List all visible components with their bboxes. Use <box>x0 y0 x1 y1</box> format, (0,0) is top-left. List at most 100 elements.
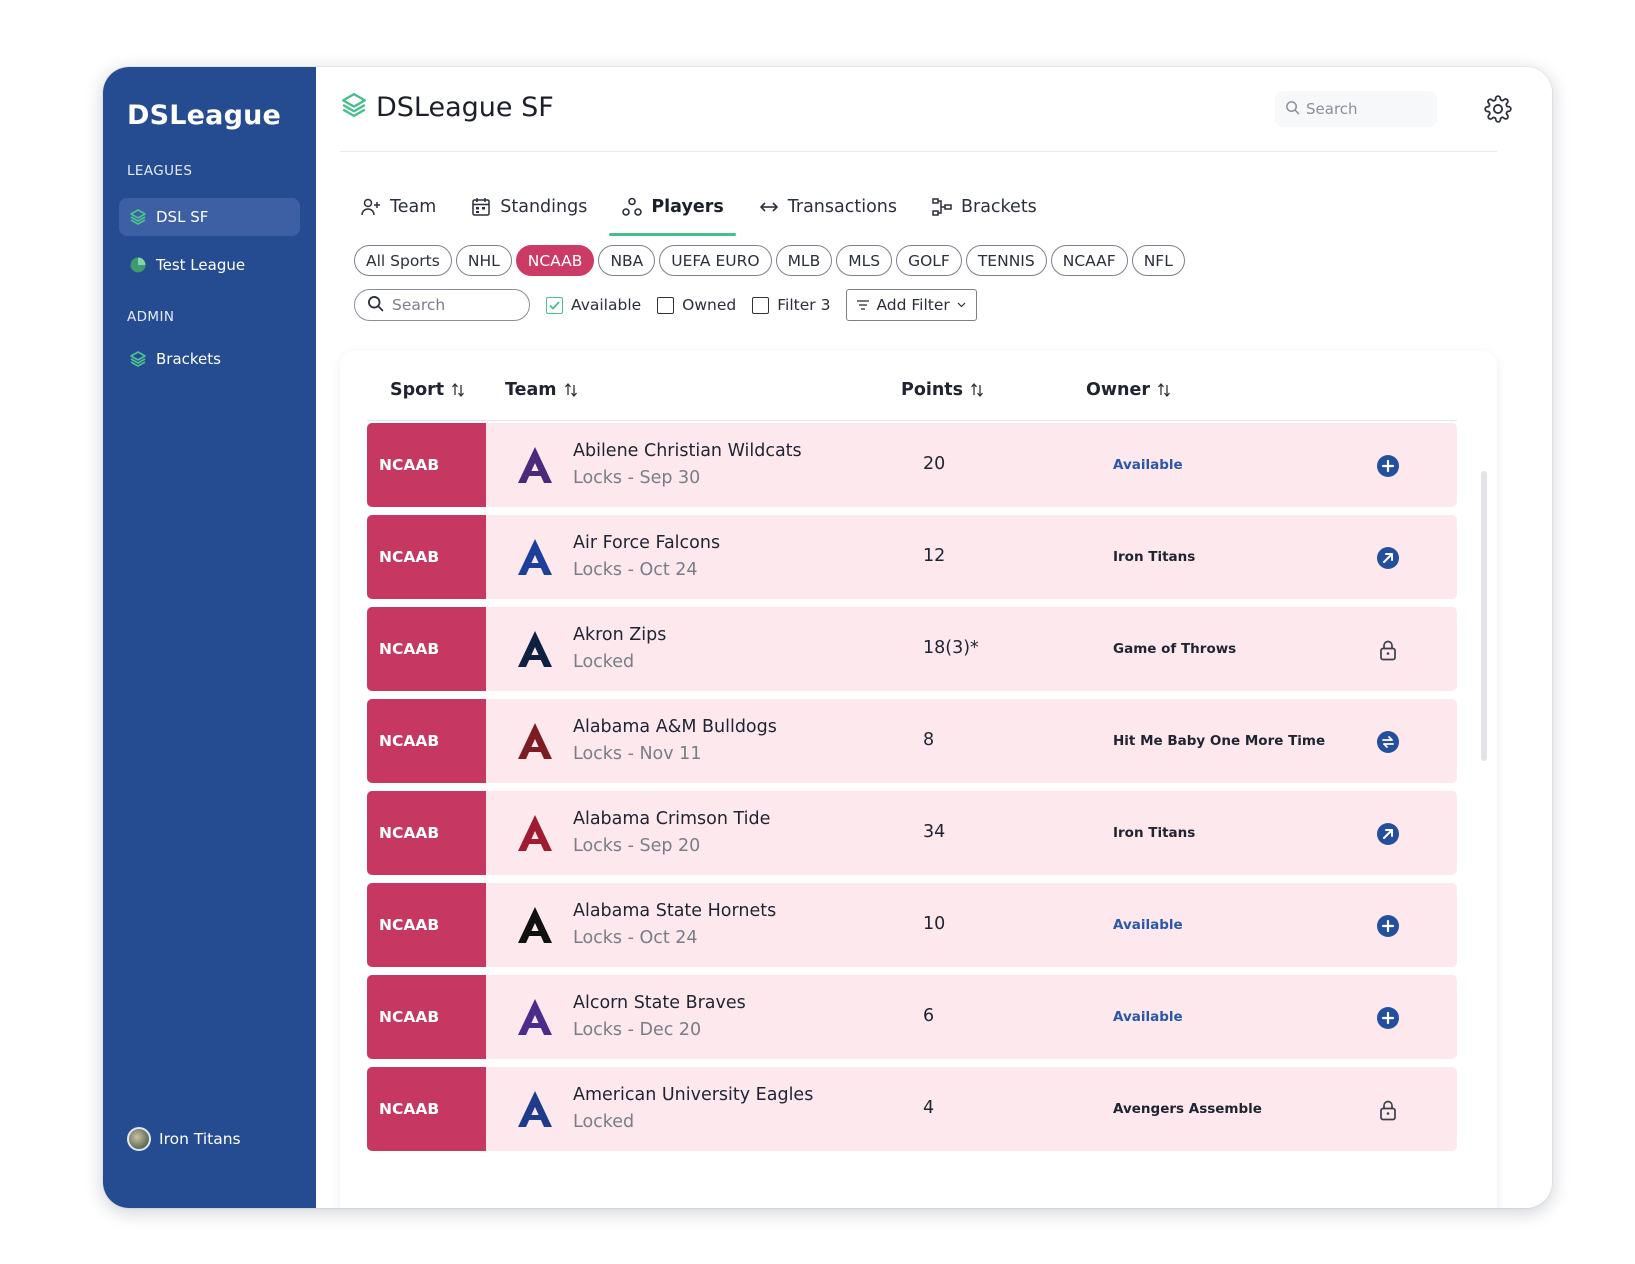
player-search-input[interactable] <box>392 296 512 314</box>
checkbox-label: Available <box>571 296 642 314</box>
page-title: DSLeague SF <box>376 91 554 123</box>
chip-tennis[interactable]: TENNIS <box>965 245 1047 276</box>
table-row[interactable]: NCAAB Alcorn State Braves Locks - Dec 20 6 A… <box>367 975 1457 1059</box>
column-label: Sport <box>390 380 445 400</box>
sport-badge: NCAAB <box>367 1067 486 1151</box>
layers-icon <box>129 350 147 368</box>
owner-name: Hit Me Baby One More Time <box>1113 733 1326 749</box>
header-search[interactable] <box>1275 91 1437 127</box>
tab-brackets[interactable]: Brackets <box>925 185 1043 229</box>
table-row[interactable]: NCAAB Alabama State Hornets Locks - Oct 24… <box>367 883 1457 967</box>
team-logo-icon <box>512 443 558 489</box>
column-header-owner[interactable]: Owner <box>1086 380 1172 400</box>
arrow-up-right-icon[interactable] <box>1376 822 1400 846</box>
layers-icon <box>129 208 147 226</box>
chip-uefa-euro[interactable]: UEFA EURO <box>659 245 772 276</box>
add-icon[interactable] <box>1376 914 1400 938</box>
tab-label: Standings <box>500 197 588 217</box>
player-search[interactable] <box>354 289 530 321</box>
tab-transactions[interactable]: Transactions <box>752 185 903 229</box>
header-search-input[interactable] <box>1306 100 1426 118</box>
team-name: Abilene Christian Wildcats <box>573 441 802 461</box>
arrow-up-right-icon[interactable] <box>1376 546 1400 570</box>
filter3-checkbox[interactable]: Filter 3 <box>752 296 830 314</box>
column-header-points[interactable]: Points <box>901 380 985 400</box>
app-window: DSLeague LEAGUES DSL SF Test League ADMI… <box>103 67 1552 1208</box>
points-value: 8 <box>923 730 935 750</box>
filter-bar: Available Owned Filter 3 Add Filter <box>354 289 977 321</box>
sidebar-item-label: Test League <box>156 256 246 274</box>
table-row[interactable]: NCAAB American University Eagles Locked 4 Av… <box>367 1067 1457 1151</box>
sport-badge: NCAAB <box>367 791 486 875</box>
sidebar-item-dsl-sf[interactable]: DSL SF <box>119 198 300 236</box>
sort-icon <box>563 382 579 398</box>
team-name: Alabama Crimson Tide <box>573 809 771 829</box>
user-name: Iron Titans <box>159 1130 241 1148</box>
search-icon <box>367 295 384 316</box>
tab-team[interactable]: Team <box>354 185 442 229</box>
owner-name[interactable]: Available <box>1113 457 1183 473</box>
points-value: 12 <box>923 546 946 566</box>
table-row[interactable]: NCAAB Air Force Falcons Locks - Oct 24 12 Ir… <box>367 515 1457 599</box>
search-icon <box>1285 100 1300 119</box>
checkbox-icon <box>657 296 675 314</box>
sort-icon <box>1156 382 1172 398</box>
add-icon[interactable] <box>1376 1006 1400 1030</box>
table-row[interactable]: NCAAB Akron Zips Locked 18(3)* Game of Throw… <box>367 607 1457 691</box>
filter-icon <box>857 300 870 310</box>
owned-checkbox[interactable]: Owned <box>657 296 736 314</box>
sidebar-item-brackets[interactable]: Brackets <box>119 340 300 378</box>
chip-ncaaf[interactable]: NCAAF <box>1050 245 1128 276</box>
chip-mls[interactable]: MLS <box>836 245 893 276</box>
lock-icon <box>1376 638 1400 662</box>
sort-icon <box>450 382 466 398</box>
points-value: 4 <box>923 1098 935 1118</box>
scrollbar[interactable] <box>1481 471 1487 761</box>
leagues-section-label: LEAGUES <box>127 163 193 179</box>
sidebar-item-label: Brackets <box>156 350 221 368</box>
admin-section-label: ADMIN <box>127 309 175 325</box>
chip-all-sports[interactable]: All Sports <box>354 245 452 276</box>
add-filter-button[interactable]: Add Filter <box>846 289 977 321</box>
team-name: American University Eagles <box>573 1085 814 1105</box>
tab-label: Transactions <box>787 197 897 217</box>
chip-nfl[interactable]: NFL <box>1131 245 1185 276</box>
sport-badge: NCAAB <box>367 699 486 783</box>
main-content: DSLeague SF Team Standin <box>316 67 1552 1208</box>
team-logo-icon <box>512 719 558 765</box>
column-header-sport[interactable]: Sport <box>390 380 466 400</box>
team-name: Air Force Falcons <box>573 533 721 553</box>
chip-nba[interactable]: NBA <box>598 245 656 276</box>
checkbox-checked-icon <box>546 296 563 314</box>
lock-status: Locks - Oct 24 <box>573 928 698 948</box>
chip-nhl[interactable]: NHL <box>455 245 512 276</box>
column-header-team[interactable]: Team <box>505 380 579 400</box>
gear-icon[interactable] <box>1484 95 1512 123</box>
checkbox-icon <box>752 296 770 314</box>
current-user[interactable]: Iron Titans <box>127 1127 241 1151</box>
tab-players[interactable]: Players <box>609 185 737 236</box>
add-filter-label: Add Filter <box>876 296 950 314</box>
sport-badge: NCAAB <box>367 975 486 1059</box>
owner-name[interactable]: Available <box>1113 1009 1183 1025</box>
chip-mlb[interactable]: MLB <box>775 245 833 276</box>
owner-name: Avengers Assemble <box>1113 1101 1262 1117</box>
table-row[interactable]: NCAAB Alabama A&M Bulldogs Locks - Nov 11 8… <box>367 699 1457 783</box>
sidebar-item-test-league[interactable]: Test League <box>119 246 300 284</box>
table-row[interactable]: NCAAB Abilene Christian Wildcats Locks - S… <box>367 423 1457 507</box>
lock-status: Locks - Sep 30 <box>573 468 701 488</box>
chip-ncaab[interactable]: NCAAB <box>515 245 595 276</box>
owner-name[interactable]: Available <box>1113 917 1183 933</box>
add-icon[interactable] <box>1376 454 1400 478</box>
table-row[interactable]: NCAAB Alabama Crimson Tide Locks - Sep 20 3… <box>367 791 1457 875</box>
bracket-icon <box>931 196 953 218</box>
user-plus-icon <box>360 196 382 218</box>
lock-icon <box>1376 1098 1400 1122</box>
owner-name: Game of Throws <box>1113 641 1237 657</box>
available-checkbox[interactable]: Available <box>546 296 641 314</box>
tab-standings[interactable]: Standings <box>464 185 593 229</box>
swap-icon[interactable] <box>1376 730 1400 754</box>
lock-status: Locked <box>573 652 635 672</box>
header-divider <box>340 151 1497 152</box>
chip-golf[interactable]: GOLF <box>896 245 962 276</box>
